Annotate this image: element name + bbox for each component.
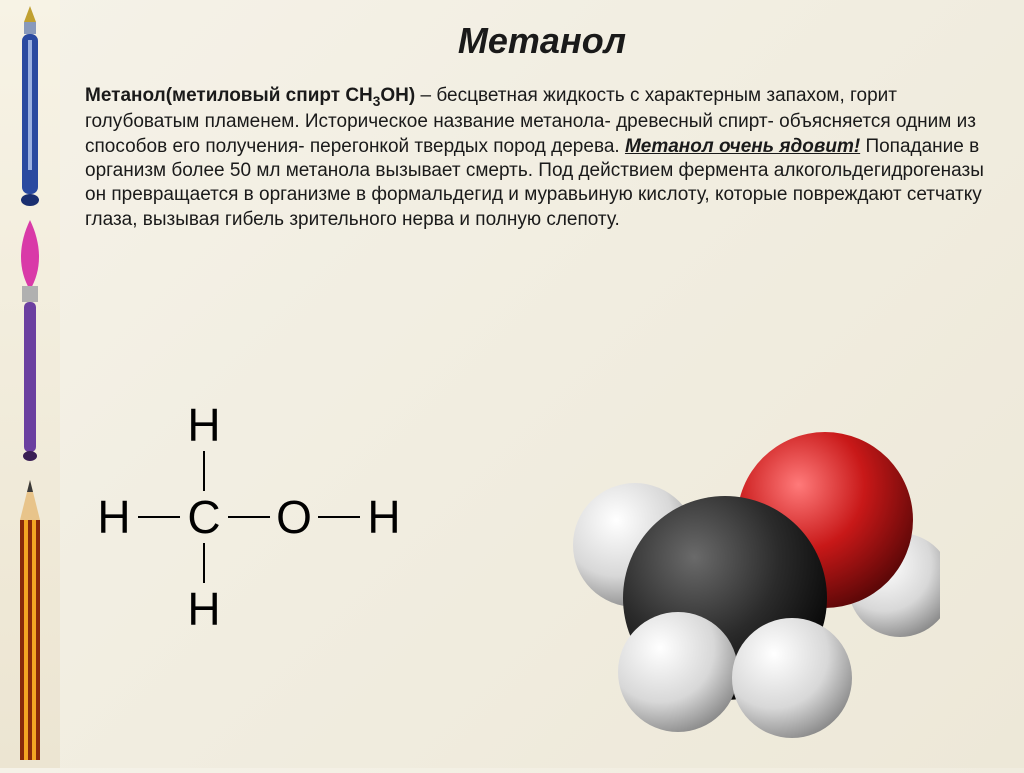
atom-sphere-h — [732, 618, 852, 738]
term-lead2: OH) — [380, 85, 415, 106]
term-lead: Метанол(метиловый спирт CH — [85, 85, 373, 106]
atom-h-left: H — [90, 494, 138, 540]
bond-horizontal — [318, 516, 360, 518]
pencil-icon — [20, 480, 40, 760]
pen-icon — [21, 6, 39, 206]
brush-icon — [21, 220, 39, 461]
atom-sphere-h — [618, 612, 738, 732]
title: Метанол — [85, 20, 999, 62]
structural-formula: H H C O H H — [90, 400, 408, 634]
atom-h-top: H — [180, 402, 228, 448]
molecule-3d — [560, 420, 940, 740]
atom-h-right: H — [360, 494, 408, 540]
diagram-area: H H C O H H — [90, 400, 950, 750]
bond-horizontal — [138, 516, 180, 518]
atom-o: O — [270, 494, 318, 540]
warning-text: Метанол очень ядовит! — [625, 136, 860, 157]
bond-vertical — [203, 451, 205, 491]
tools-illustration — [0, 0, 60, 768]
atom-h-bottom: H — [180, 586, 228, 632]
bond-horizontal — [228, 516, 270, 518]
description-paragraph: Метанол(метиловый спирт CH3OH) – бесцвет… — [85, 84, 999, 232]
bond-vertical — [203, 543, 205, 583]
atom-c: C — [180, 494, 228, 540]
left-decor-strip — [0, 0, 60, 768]
